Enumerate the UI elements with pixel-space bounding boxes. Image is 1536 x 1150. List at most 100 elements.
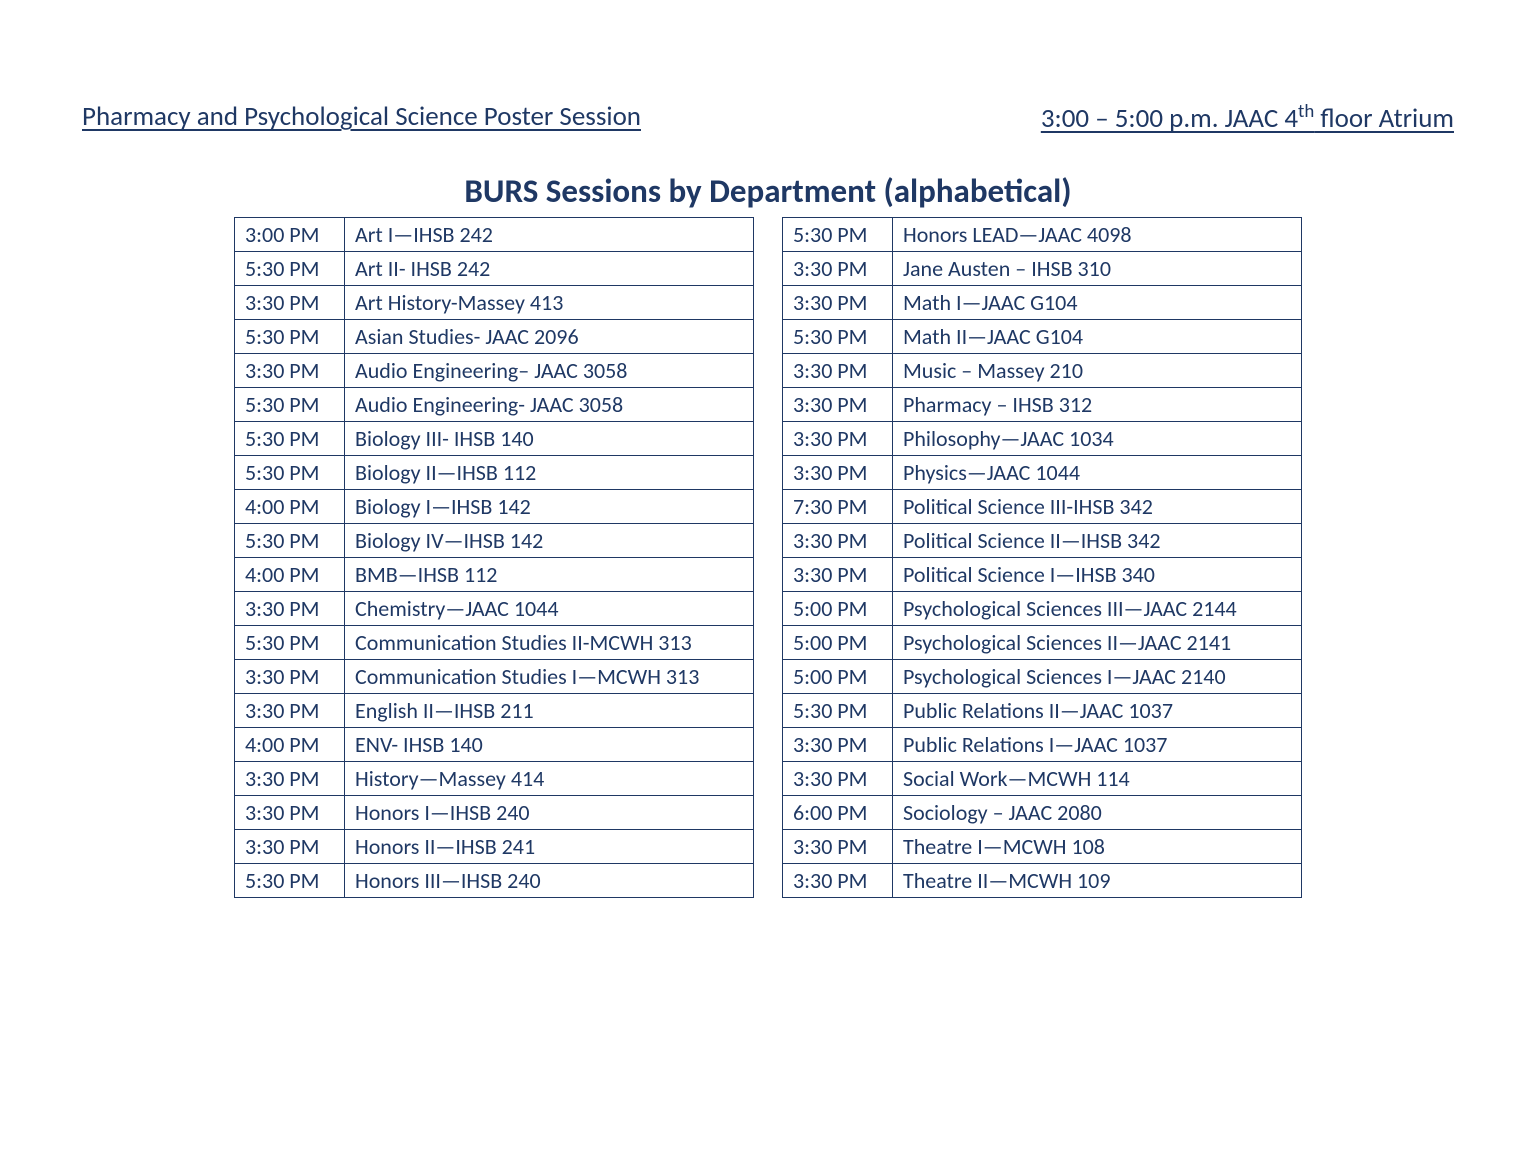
session-label: Honors III—IHSB 240 [345,864,754,898]
session-label: BMB—IHSB 112 [345,558,754,592]
table-row: 3:30 PMPhysics—JAAC 1044 [783,456,1302,490]
table-row: 5:00 PMPsychological Sciences III—JAAC 2… [783,592,1302,626]
session-label: Jane Austen – IHSB 310 [893,252,1302,286]
session-label: Art I—IHSB 242 [345,218,754,252]
session-label: Public Relations II—JAAC 1037 [893,694,1302,728]
session-time: 5:30 PM [235,864,345,898]
table-row: 5:30 PMBiology IV—IHSB 142 [235,524,754,558]
table-row: 5:30 PMAsian Studies- JAAC 2096 [235,320,754,354]
session-label: Psychological Sciences I—JAAC 2140 [893,660,1302,694]
session-label: ENV- IHSB 140 [345,728,754,762]
session-label: Psychological Sciences II—JAAC 2141 [893,626,1302,660]
session-time: 3:30 PM [783,354,893,388]
session-time: 5:30 PM [235,456,345,490]
session-time: 5:30 PM [235,626,345,660]
session-time: 4:00 PM [235,558,345,592]
right-table: 5:30 PMHonors LEAD—JAAC 40983:30 PMJane … [782,217,1302,898]
table-row: 5:30 PMCommunication Studies II-MCWH 313 [235,626,754,660]
tables-wrapper: 3:00 PMArt I—IHSB 2425:30 PMArt II- IHSB… [80,217,1456,898]
session-time: 7:30 PM [783,490,893,524]
session-time: 3:30 PM [235,354,345,388]
session-label: Public Relations I—JAAC 1037 [893,728,1302,762]
session-time: 3:30 PM [783,286,893,320]
session-time: 5:30 PM [235,422,345,456]
table-row: 3:30 PMEnglish II—IHSB 211 [235,694,754,728]
table-row: 3:30 PMTheatre II—MCWH 109 [783,864,1302,898]
session-label: Math I—JAAC G104 [893,286,1302,320]
session-label: Audio Engineering– JAAC 3058 [345,354,754,388]
session-label: Philosophy—JAAC 1034 [893,422,1302,456]
left-table: 3:00 PMArt I—IHSB 2425:30 PMArt II- IHSB… [234,217,754,898]
session-time: 3:30 PM [235,660,345,694]
table-row: 4:00 PMBiology I—IHSB 142 [235,490,754,524]
table-row: 3:30 PMSocial Work—MCWH 114 [783,762,1302,796]
table-row: 5:30 PMBiology III- IHSB 140 [235,422,754,456]
table-row: 3:30 PMJane Austen – IHSB 310 [783,252,1302,286]
session-time: 4:00 PM [235,490,345,524]
table-row: 5:30 PMHonors III—IHSB 240 [235,864,754,898]
table-row: 3:30 PMPhilosophy—JAAC 1034 [783,422,1302,456]
session-label: Political Science III-IHSB 342 [893,490,1302,524]
session-label: Honors II—IHSB 241 [345,830,754,864]
session-label: Theatre I—MCWH 108 [893,830,1302,864]
session-time: 3:30 PM [783,456,893,490]
table-row: 5:30 PMMath II—JAAC G104 [783,320,1302,354]
session-label: Social Work—MCWH 114 [893,762,1302,796]
session-time: 5:30 PM [783,218,893,252]
session-time: 5:30 PM [235,524,345,558]
session-time: 3:30 PM [235,830,345,864]
table-row: 5:30 PMPublic Relations II—JAAC 1037 [783,694,1302,728]
session-label: Biology II—IHSB 112 [345,456,754,490]
table-row: 4:00 PMBMB—IHSB 112 [235,558,754,592]
session-time: 5:00 PM [783,592,893,626]
table-row: 3:30 PMCommunication Studies I—MCWH 313 [235,660,754,694]
session-time: 3:30 PM [783,252,893,286]
session-label: Audio Engineering- JAAC 3058 [345,388,754,422]
session-time: 5:00 PM [783,660,893,694]
table-row: 3:30 PMHonors II—IHSB 241 [235,830,754,864]
table-row: 3:30 PMPharmacy – IHSB 312 [783,388,1302,422]
header-right-prefix: 3:00 – 5:00 p.m. JAAC 4 [1041,102,1298,135]
header-right-sup: th [1298,100,1314,123]
session-time: 3:30 PM [783,524,893,558]
session-time: 6:00 PM [783,796,893,830]
table-row: 5:30 PMHonors LEAD—JAAC 4098 [783,218,1302,252]
table-row: 3:30 PMAudio Engineering– JAAC 3058 [235,354,754,388]
table-row: 7:30 PMPolitical Science III-IHSB 342 [783,490,1302,524]
session-time: 3:30 PM [783,762,893,796]
session-label: Chemistry—JAAC 1044 [345,592,754,626]
session-label: Pharmacy – IHSB 312 [893,388,1302,422]
header-right: 3:00 – 5:00 p.m. JAAC 4th floor Atrium [1041,100,1454,135]
table-row: 3:30 PMHistory—Massey 414 [235,762,754,796]
table-row: 3:30 PMMusic – Massey 210 [783,354,1302,388]
session-label: Communication Studies I—MCWH 313 [345,660,754,694]
table-row: 3:30 PMHonors I—IHSB 240 [235,796,754,830]
session-time: 5:30 PM [783,694,893,728]
session-time: 3:30 PM [783,728,893,762]
session-time: 4:00 PM [235,728,345,762]
session-time: 3:30 PM [783,388,893,422]
session-label: Theatre II—MCWH 109 [893,864,1302,898]
session-time: 5:30 PM [783,320,893,354]
table-row: 6:00 PMSociology – JAAC 2080 [783,796,1302,830]
session-label: Biology III- IHSB 140 [345,422,754,456]
session-time: 3:30 PM [783,422,893,456]
session-time: 3:00 PM [235,218,345,252]
session-time: 5:30 PM [235,252,345,286]
header-left: Pharmacy and Psychological Science Poste… [82,100,1041,135]
session-time: 3:30 PM [235,796,345,830]
session-label: Political Science I—IHSB 340 [893,558,1302,592]
header-right-suffix: floor Atrium [1314,102,1454,135]
table-row: 5:30 PMAudio Engineering- JAAC 3058 [235,388,754,422]
session-time: 3:30 PM [235,286,345,320]
header-line: Pharmacy and Psychological Science Poste… [80,100,1456,135]
session-label: Biology IV—IHSB 142 [345,524,754,558]
session-time: 3:30 PM [783,830,893,864]
session-time: 5:30 PM [235,320,345,354]
session-time: 3:30 PM [235,762,345,796]
session-label: Honors I—IHSB 240 [345,796,754,830]
session-label: Asian Studies- JAAC 2096 [345,320,754,354]
table-row: 5:00 PMPsychological Sciences II—JAAC 21… [783,626,1302,660]
session-label: Communication Studies II-MCWH 313 [345,626,754,660]
session-time: 5:30 PM [235,388,345,422]
